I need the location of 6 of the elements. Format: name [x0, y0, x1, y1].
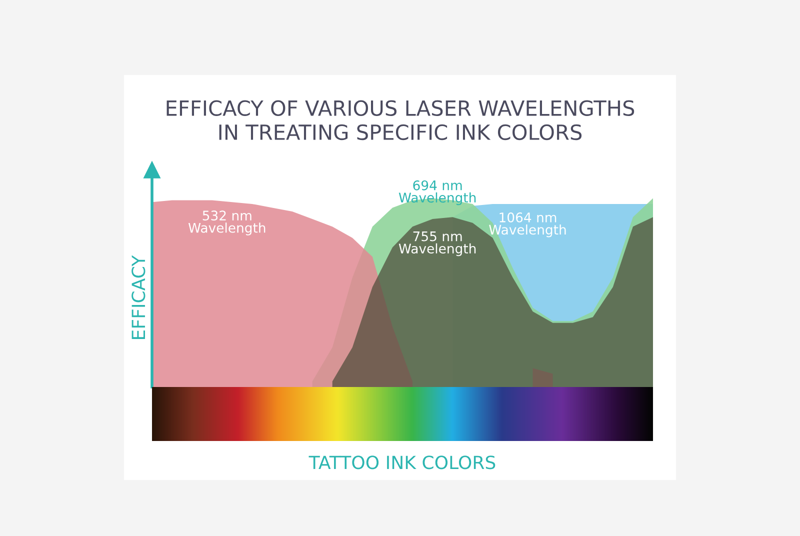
series-label: 694 nm Wavelength: [398, 180, 476, 206]
y-axis-title: EFFICACY: [132, 255, 146, 339]
series-label: 532 nm Wavelength: [188, 210, 266, 236]
x-axis-title: TATTOO INK COLORS: [308, 456, 496, 470]
series-label: 755 nm Wavelength: [398, 231, 476, 256]
chart-title: EFFICACY OF VARIOUS LASER WAVELENGTHS IN TREATING SPECIFIC INK COLORS: [166, 100, 634, 140]
